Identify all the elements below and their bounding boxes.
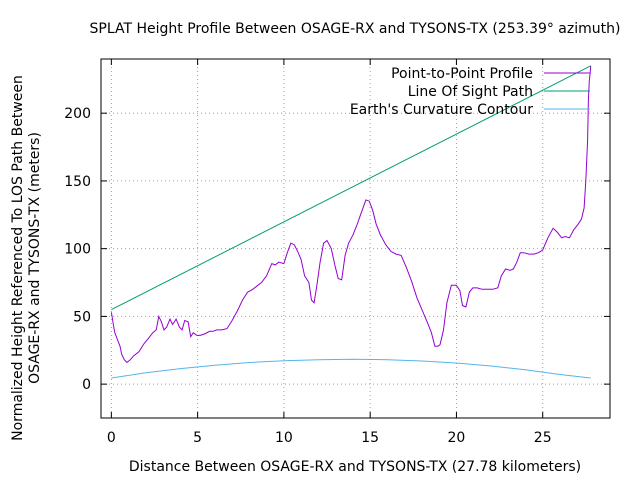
y-tick-label: 0 <box>82 377 91 393</box>
legend-label-earth-s-curvature-contour: Earth's Curvature Contour <box>350 102 533 118</box>
y-tick-label: 150 <box>64 174 91 190</box>
x-tick-label: 0 <box>107 430 116 446</box>
plot-frame <box>100 58 611 419</box>
chart-legend: Point-to-Point Profile Line Of Sight Path… <box>350 66 590 118</box>
x-tick-label: 25 <box>534 430 552 446</box>
y-axis-label-line1: Normalized Height Referenced To LOS Path… <box>10 75 26 441</box>
y-tick-label: 50 <box>73 309 91 325</box>
legend-label-line-of-sight-path: Line Of Sight Path <box>408 84 533 100</box>
x-axis-label: Distance Between OSAGE-RX and TYSONS-TX … <box>129 459 581 475</box>
legend-label-point-to-point-profile: Point-to-Point Profile <box>391 66 533 82</box>
chart-title: SPLAT Height Profile Between OSAGE-RX an… <box>90 21 621 37</box>
x-tick-label: 10 <box>275 430 293 446</box>
y-tick-label: 200 <box>64 106 91 122</box>
axis-ticks: 0 5 10 15 20 25 0 50 100 150 200 <box>64 59 610 446</box>
series-line-line-of-sight-path <box>111 65 591 311</box>
series-line-point-to-point-profile <box>110 65 592 364</box>
x-tick-label: 15 <box>361 430 379 446</box>
x-tick-label: 20 <box>448 430 466 446</box>
plot-series <box>110 65 592 379</box>
y-tick-label: 100 <box>64 242 91 258</box>
y-axis-label-line2: OSAGE-RX and TYSONS-TX (meters) <box>27 132 43 384</box>
series-line-earth-s-curvature-contour <box>111 358 591 379</box>
grid-lines <box>101 59 610 418</box>
x-tick-label: 5 <box>193 430 202 446</box>
